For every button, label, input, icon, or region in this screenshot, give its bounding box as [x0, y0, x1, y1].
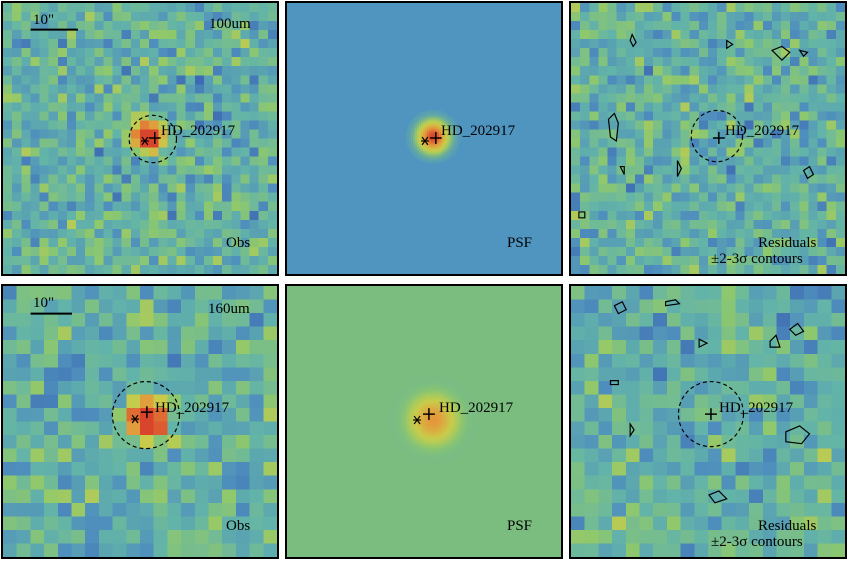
panel-label: PSF	[507, 518, 533, 534]
panel-100um-obs: 10" 100um HD_202917 Obs	[1, 1, 279, 276]
overlay-100um-psf	[421, 132, 442, 146]
panel-160um-residuals: HD_202917 Residuals ±2-3σ contours	[569, 284, 847, 559]
heatmap-160um-obs	[3, 286, 277, 557]
contours	[578, 32, 815, 219]
asterisk-marker	[421, 136, 429, 146]
source-label: HD_202917	[155, 400, 230, 416]
aperture-circle	[128, 114, 178, 164]
overlay-160um-residuals	[609, 299, 811, 504]
heatmap-160um-residuals	[571, 286, 845, 557]
asterisk-marker	[140, 136, 149, 146]
source-label: HD_202917	[725, 123, 800, 139]
contours	[609, 299, 811, 504]
heatmap-100um-obs	[3, 3, 277, 274]
source-label: HD_202917	[161, 123, 236, 139]
aperture-circle	[677, 380, 745, 448]
panel-100um-residuals: HD_202917 Residuals ±2-3σ contours	[569, 1, 847, 276]
cross-marker	[148, 132, 161, 144]
panel-label: Residuals	[758, 518, 817, 534]
cross-marker	[140, 406, 153, 419]
panel-160um-obs: 10" 160um HD_202917 Obs	[1, 284, 279, 559]
asterisk-marker	[131, 414, 140, 424]
aperture-circle	[111, 380, 181, 450]
asterisk-marker	[413, 415, 422, 425]
cross-marker	[712, 132, 725, 144]
cross-marker	[429, 132, 442, 144]
panel-100um-psf: HD_202917 PSF	[285, 1, 563, 276]
source-label: HD_202917	[719, 400, 794, 416]
psf-image-100um	[287, 3, 561, 274]
panel-label: PSF	[507, 235, 533, 251]
band-label: 160um	[208, 301, 250, 317]
cross-marker	[705, 408, 717, 421]
overlay-160um-psf	[413, 408, 435, 425]
cross-marker	[423, 408, 435, 421]
source-label: HD_202917	[441, 123, 516, 139]
scale-label: 10"	[33, 295, 55, 311]
contour-label: ±2-3σ contours	[711, 534, 803, 550]
panel-label: Obs	[226, 235, 251, 251]
overlay-100um-residuals	[578, 32, 815, 219]
aperture-circle	[690, 109, 744, 163]
contour-label: ±2-3σ contours	[711, 251, 803, 267]
panel-160um-psf: HD_202917 PSF	[285, 284, 563, 559]
psf-image-160um	[287, 286, 561, 557]
source-label: HD_202917	[439, 400, 514, 416]
panel-label: Obs	[226, 518, 251, 534]
band-label: 100um	[209, 16, 251, 32]
scale-label: 10"	[33, 12, 55, 28]
overlay-160um-obs	[30, 312, 181, 450]
panel-label: Residuals	[758, 235, 817, 251]
overlay-100um-obs	[30, 28, 178, 164]
